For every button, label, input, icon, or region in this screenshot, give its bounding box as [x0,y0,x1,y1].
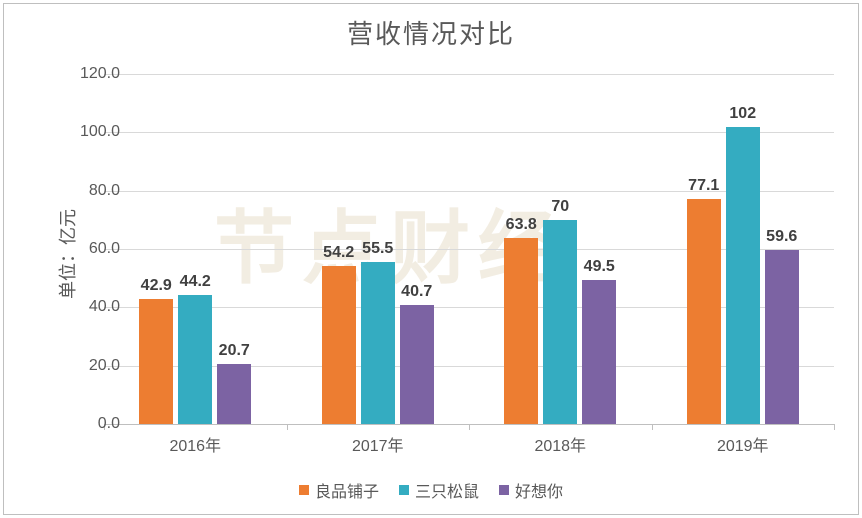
plot-area: 42.9 44.2 20.7 54.2 55.5 40.7 63.8 70 49.5 77.1 10… [104,74,834,424]
x-tick-label: 2019年 [717,432,769,456]
bar-value-label: 102 [729,105,756,123]
x-tick [469,424,470,430]
gridline [104,132,834,133]
y-tick-label: 20.0 [70,357,120,375]
x-tick-label: 2017年 [352,432,404,456]
y-tick-label: 40.0 [70,298,120,316]
legend-item: 良品铺子 [299,478,379,502]
legend-item: 三只松鼠 [399,478,479,502]
legend-swatch [399,485,409,495]
bar [687,199,721,424]
bar [361,262,395,424]
bar [217,364,251,424]
bar-value-label: 59.6 [766,228,797,246]
x-tick [287,424,288,430]
y-tick-label: 80.0 [70,182,120,200]
bar-value-label: 70 [551,198,569,216]
bar-value-label: 77.1 [688,177,719,195]
legend-label: 良品铺子 [315,484,379,501]
y-tick-label: 0.0 [70,415,120,433]
x-tick-label: 2018年 [534,432,586,456]
x-tick [652,424,653,430]
gridline [104,249,834,250]
y-tick-label: 120.0 [70,65,120,83]
bar [322,266,356,424]
bar [400,305,434,424]
bar-value-label: 63.8 [506,216,537,234]
gridline [104,307,834,308]
y-tick-label: 60.0 [70,240,120,258]
bar [139,299,173,424]
legend-swatch [299,485,309,495]
gridline [104,74,834,75]
bar-value-label: 20.7 [219,342,250,360]
bar [504,238,538,424]
bar [178,295,212,424]
gridline [104,366,834,367]
bar-value-label: 44.2 [180,273,211,291]
bar [765,250,799,424]
bar-value-label: 40.7 [401,283,432,301]
bar [543,220,577,424]
bar-value-label: 42.9 [141,277,172,295]
legend-label: 三只松鼠 [415,484,479,501]
x-tick [834,424,835,430]
legend: 良品铺子 三只松鼠 好想你 [4,478,858,502]
legend-item: 好想你 [499,478,563,502]
bar-value-label: 54.2 [323,244,354,262]
bar-value-label: 55.5 [362,240,393,258]
y-tick-label: 100.0 [70,123,120,141]
chart-frame: 营收情况对比 单位：亿元 节点财经 42.944.220.754.255.540… [3,3,859,515]
bar [582,280,616,424]
legend-swatch [499,485,509,495]
chart-title: 营收情况对比 [4,14,858,51]
gridline [104,191,834,192]
bar-value-label: 49.5 [584,258,615,276]
legend-label: 好想你 [515,484,563,501]
bar [726,127,760,425]
x-tick-label: 2016年 [169,432,221,456]
